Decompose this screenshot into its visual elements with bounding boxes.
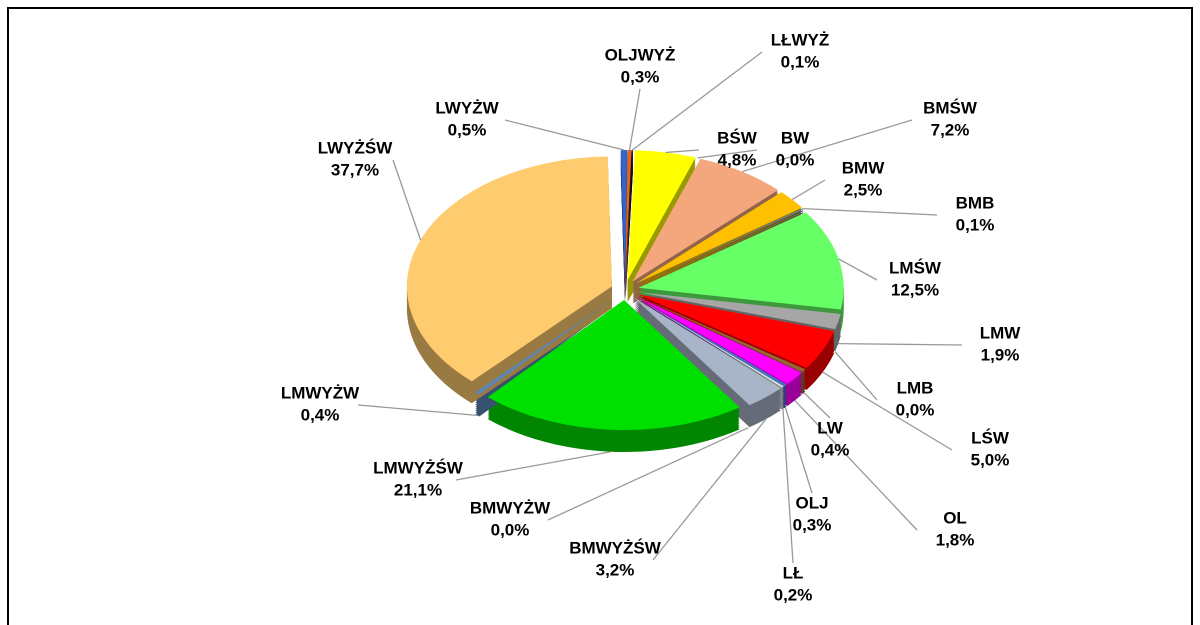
category-label: BMWYŻW [470, 498, 551, 517]
leader-line [782, 408, 794, 564]
slice [635, 296, 802, 384]
slice [487, 299, 740, 430]
leader-line [504, 119, 625, 151]
value-label: 12,5% [891, 280, 939, 299]
value-label: 0,3% [621, 67, 660, 86]
value-label: 1,9% [981, 345, 1020, 364]
leader-line [652, 418, 767, 561]
slice-side [625, 164, 633, 295]
leader-line [834, 351, 878, 401]
value-label: 2,5% [844, 180, 883, 199]
leader-line [838, 342, 963, 346]
leader-line [794, 399, 918, 531]
slice [637, 294, 835, 368]
slice [406, 156, 612, 382]
category-label: LWYŻW [435, 98, 499, 117]
value-label: 0,0% [491, 520, 530, 539]
value-label: 1,8% [936, 530, 975, 549]
slice [636, 295, 806, 373]
category-label: LMŚW [889, 258, 942, 277]
value-label: 21,1% [394, 480, 442, 499]
category-label: OLJ [795, 493, 828, 512]
value-label: 0,4% [811, 440, 850, 459]
category-label: LMW [980, 323, 1022, 342]
slice [625, 150, 632, 281]
leader-line [547, 427, 749, 521]
slice [475, 297, 616, 395]
slice-side [625, 170, 633, 301]
slice-side [636, 210, 804, 287]
value-label: 5,0% [971, 450, 1010, 469]
leader-line [822, 371, 953, 451]
slice [635, 296, 787, 387]
category-label: LŁ [783, 563, 804, 582]
slice-side [625, 168, 633, 299]
slice [620, 150, 628, 281]
category-label: LMWYŻW [281, 383, 360, 402]
slice-side [636, 212, 804, 289]
leader-line [791, 179, 826, 201]
slice [634, 297, 781, 406]
value-label: 0,3% [793, 515, 832, 534]
leader-line [803, 207, 938, 216]
value-label: 0,0% [776, 150, 815, 169]
category-label: BMWYŻŚW [569, 538, 662, 557]
leader-line [357, 404, 478, 417]
leader-line [665, 149, 700, 154]
slice-side [625, 162, 633, 293]
category-label: BMŚW [923, 98, 978, 117]
value-label: 0,4% [301, 405, 340, 424]
leader-line [784, 407, 813, 494]
category-label: BŚW [717, 128, 758, 147]
category-label: LWYŻŚW [318, 138, 394, 157]
category-label: LMWYŻŚW [373, 458, 464, 477]
value-label: 0,1% [781, 52, 820, 71]
leader-line [392, 159, 422, 241]
slice [638, 212, 844, 310]
category-label: BMW [842, 158, 885, 177]
slice [635, 296, 784, 388]
slice [636, 208, 804, 285]
slice [635, 192, 803, 284]
slice [632, 158, 779, 282]
value-label: 4,8% [718, 150, 757, 169]
leader-line [455, 451, 611, 481]
leader-line [697, 149, 758, 159]
slice-side [638, 294, 841, 332]
value-label: 0,5% [448, 120, 487, 139]
leader-line [803, 392, 831, 419]
category-label: LW [817, 418, 843, 437]
category-label: BW [781, 128, 810, 147]
slice-side [625, 172, 632, 303]
slice [627, 150, 696, 281]
slice [625, 150, 633, 281]
leader-line [838, 258, 878, 281]
leader-line [741, 119, 913, 173]
value-label: 7,2% [931, 120, 970, 139]
category-label: OL [943, 508, 967, 527]
category-label: LMB [897, 378, 934, 397]
category-label: LŚW [971, 428, 1010, 447]
value-label: 0,0% [896, 400, 935, 419]
value-label: 37,7% [331, 160, 379, 179]
value-label: 0,2% [774, 585, 813, 604]
category-label: OLJWYŻ [605, 45, 676, 64]
value-label: 3,2% [596, 560, 635, 579]
leader-line [628, 88, 641, 151]
category-label: BMB [956, 193, 995, 212]
category-label: LŁWYŻ [771, 30, 830, 49]
slice [638, 292, 841, 330]
frame [7, 7, 1193, 625]
value-label: 0,1% [956, 215, 995, 234]
slice-side [625, 152, 632, 283]
leader-line [631, 51, 763, 151]
slice-side [625, 166, 633, 297]
slice-side [625, 172, 633, 303]
